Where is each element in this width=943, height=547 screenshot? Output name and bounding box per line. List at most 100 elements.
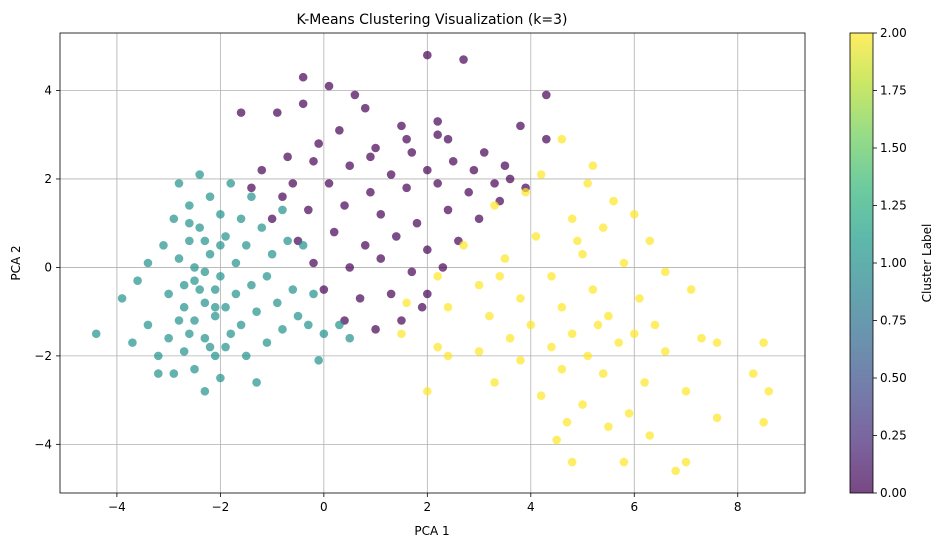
scatter-point-cluster-2 <box>567 329 577 339</box>
scatter-point-cluster-0 <box>329 227 339 237</box>
scatter-point-cluster-1 <box>185 201 194 210</box>
scatter-point-cluster-2 <box>578 249 587 259</box>
plot-area-frame <box>60 33 805 493</box>
scatter-point-cluster-2 <box>604 311 613 321</box>
scatter-point-cluster-0 <box>469 165 479 175</box>
scatter-point-cluster-0 <box>324 179 334 188</box>
scatter-point-cluster-2 <box>635 294 644 303</box>
scatter-point-cluster-1 <box>226 179 236 188</box>
scatter-point-cluster-2 <box>433 342 442 352</box>
scatter-point-cluster-0 <box>402 183 411 193</box>
x-tick-label: 8 <box>734 500 742 514</box>
colorbar-ticks: 0.00 0.25 0.50 0.75 1.00 1.25 1.50 1.75 2.00 <box>873 26 907 500</box>
scatter-point-cluster-0 <box>309 258 318 268</box>
colorbar-label: Cluster Label <box>920 224 934 303</box>
x-tick-label: 4 <box>527 500 535 514</box>
scatter-point-cluster-0 <box>376 210 386 219</box>
colorbar-tick-label: 0.75 <box>880 314 907 328</box>
x-axis-ticks: −4 −2 0 2 4 6 8 <box>108 493 742 514</box>
scatter-point-cluster-2 <box>433 271 442 281</box>
scatter-point-cluster-1 <box>216 271 225 281</box>
scatter-point-cluster-2 <box>712 413 722 423</box>
scatter-point-cluster-1 <box>210 311 220 321</box>
scatter-point-cluster-0 <box>397 121 406 131</box>
scatter-point-cluster-2 <box>516 356 525 365</box>
scatter-point-cluster-1 <box>128 338 137 347</box>
scatter-point-cluster-2 <box>593 320 603 330</box>
scatter-point-cluster-2 <box>759 338 768 347</box>
scatter-point-cluster-0 <box>335 126 344 135</box>
scatter-point-cluster-0 <box>345 161 355 170</box>
scatter-point-cluster-1 <box>283 236 292 246</box>
scatter-point-cluster-1 <box>216 210 225 219</box>
scatter-point-cluster-0 <box>366 152 375 162</box>
scatter-point-cluster-1 <box>216 241 225 250</box>
scatter-point-cluster-0 <box>371 143 380 153</box>
scatter-point-cluster-2 <box>474 280 484 290</box>
scatter-point-cluster-0 <box>402 134 411 144</box>
scatter-point-cluster-0 <box>247 183 256 193</box>
scatter-point-cluster-2 <box>562 417 572 427</box>
scatter-point-cluster-1 <box>159 241 168 250</box>
scatter-point-cluster-1 <box>231 258 241 268</box>
scatter-point-cluster-2 <box>423 386 432 396</box>
scatter-point-cluster-1 <box>174 254 184 263</box>
scatter-point-cluster-1 <box>252 307 261 316</box>
scatter-point-cluster-0 <box>288 179 298 188</box>
colorbar-tick-label: 2.00 <box>880 26 907 40</box>
scatter-point-cluster-2 <box>547 271 556 281</box>
scatter-point-cluster-1 <box>174 316 184 325</box>
scatter-point-cluster-1 <box>190 364 199 374</box>
scatter-point-cluster-1 <box>153 351 163 361</box>
scatter-point-cluster-1 <box>169 214 179 224</box>
scatter-point-cluster-2 <box>397 329 406 339</box>
scatter-point-cluster-1 <box>169 369 179 378</box>
scatter-point-cluster-2 <box>686 285 696 294</box>
scatter-point-cluster-0 <box>257 165 267 175</box>
scatter-point-cluster-1 <box>335 320 344 330</box>
scatter-point-cluster-0 <box>386 289 396 299</box>
scatter-point-cluster-2 <box>531 232 541 241</box>
scatter-point-cluster-0 <box>278 192 287 201</box>
scatter-point-cluster-1 <box>226 329 236 339</box>
scatter-point-cluster-0 <box>304 205 313 215</box>
scatter-point-cluster-1 <box>221 342 230 352</box>
y-tick-label: −2 <box>34 349 52 363</box>
scatter-points <box>91 50 774 476</box>
scatter-point-cluster-2 <box>521 187 530 197</box>
scatter-point-cluster-1 <box>200 236 210 246</box>
scatter-point-cluster-2 <box>495 271 505 281</box>
scatter-point-cluster-2 <box>598 369 608 378</box>
scatter-point-cluster-2 <box>764 386 774 396</box>
x-tick-label: −4 <box>108 500 126 514</box>
scatter-point-cluster-2 <box>759 417 768 427</box>
scatter-point-cluster-1 <box>257 223 267 232</box>
scatter-point-cluster-1 <box>200 333 210 343</box>
scatter-point-cluster-1 <box>298 241 308 250</box>
scatter-point-cluster-1 <box>133 276 142 285</box>
scatter-point-cluster-0 <box>412 218 422 228</box>
scatter-point-cluster-0 <box>345 263 355 272</box>
scatter-point-cluster-0 <box>448 156 458 166</box>
scatter-point-cluster-1 <box>200 386 210 396</box>
scatter-point-cluster-0 <box>236 108 246 117</box>
scatter-point-cluster-1 <box>288 285 298 294</box>
scatter-point-cluster-2 <box>578 400 587 409</box>
y-axis-label: PCA 2 <box>9 245 23 280</box>
scatter-point-cluster-0 <box>391 232 401 241</box>
scatter-point-cluster-1 <box>241 351 251 361</box>
scatter-point-cluster-0 <box>283 152 292 162</box>
scatter-point-cluster-1 <box>164 333 173 343</box>
scatter-point-cluster-2 <box>671 466 680 476</box>
scatter-point-cluster-1 <box>185 218 194 228</box>
scatter-point-cluster-1 <box>190 276 199 285</box>
colorbar-tick-label: 1.25 <box>880 199 907 213</box>
scatter-point-cluster-2 <box>536 170 546 179</box>
colorbar-tick-label: 0.25 <box>880 429 907 443</box>
scatter-point-cluster-1 <box>272 298 282 308</box>
scatter-point-cluster-0 <box>350 90 360 100</box>
scatter-point-cluster-2 <box>629 329 639 339</box>
scatter-point-cluster-2 <box>583 179 593 188</box>
scatter-point-cluster-0 <box>505 174 515 184</box>
scatter-point-cluster-0 <box>500 161 510 170</box>
